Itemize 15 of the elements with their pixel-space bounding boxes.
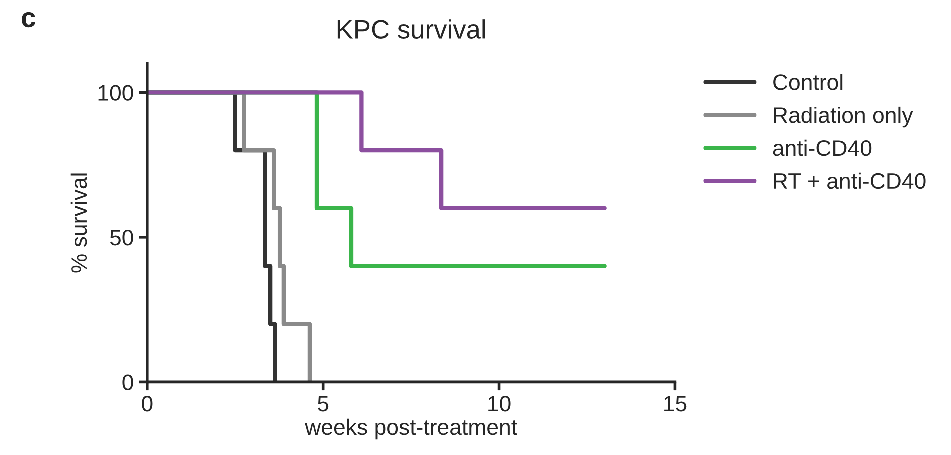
x-tick-label: 10	[488, 396, 511, 412]
chart-title: KPC survival	[338, 20, 486, 39]
text: c	[22, 12, 36, 28]
x-tick-label: 5	[318, 396, 329, 412]
y-tick-label: 100	[98, 85, 134, 101]
x-axis-title: weeks post-treatment	[305, 418, 518, 440]
y-tick-label: 50	[110, 230, 134, 246]
x-tick-label: 15	[664, 396, 687, 412]
y-axis-title: % survival	[70, 174, 88, 273]
legend-label: Radiation only	[774, 106, 914, 128]
x-tick-label: 0	[142, 396, 153, 412]
legend-label: Control	[774, 74, 843, 90]
legend-label: anti-CD40	[773, 140, 872, 156]
y-tick-label: 0	[122, 374, 134, 390]
legend-label: RT + anti-CD40	[774, 172, 926, 190]
